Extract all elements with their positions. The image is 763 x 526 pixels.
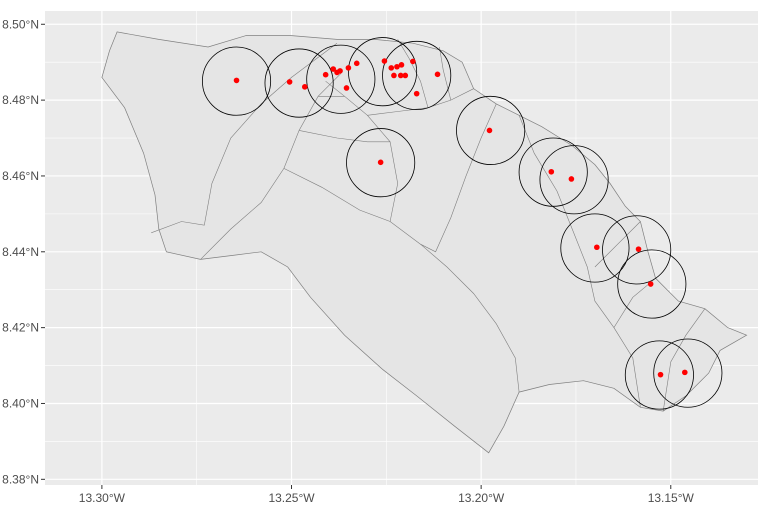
site-point <box>286 79 293 85</box>
buffer-circle <box>602 215 672 285</box>
buffer-circle <box>348 37 418 107</box>
site-point <box>568 176 575 182</box>
buffer-circle <box>456 95 526 165</box>
buffer-circles <box>201 37 723 410</box>
buffer-circle <box>560 213 630 283</box>
site-point <box>330 66 337 72</box>
site-point <box>548 168 555 175</box>
site-point <box>301 84 308 90</box>
site-points <box>233 58 688 378</box>
district-boundary <box>420 103 497 253</box>
y-tick-label: 8.40°N <box>2 396 39 410</box>
x-tick-label: 13.20°W <box>458 491 505 505</box>
site-point <box>657 371 664 378</box>
site-point <box>398 62 405 68</box>
y-tick-label: 8.42°N <box>2 321 39 335</box>
site-point <box>413 90 420 97</box>
y-tick-label: 8.46°N <box>2 169 39 183</box>
buffer-circle <box>539 145 609 215</box>
district-boundary <box>594 221 641 268</box>
district-boundary <box>518 115 641 408</box>
site-point <box>337 68 343 74</box>
buffer-circle <box>382 40 452 110</box>
site-point <box>233 77 240 84</box>
site-point <box>402 72 409 79</box>
x-tick-label: 13.15°W <box>648 491 695 505</box>
site-point <box>391 72 397 79</box>
buffer-circle <box>617 249 687 319</box>
x-tick-label: 13.25°W <box>268 491 315 505</box>
buffer-circle <box>346 128 416 198</box>
district-boundary <box>151 42 338 234</box>
site-point <box>343 85 350 91</box>
site-point <box>388 65 395 71</box>
district-boundary <box>283 168 520 393</box>
study-area-outline <box>101 31 748 454</box>
site-point <box>322 71 329 78</box>
buffer-circle <box>653 338 723 408</box>
district-boundary <box>439 46 452 101</box>
site-point <box>635 246 642 252</box>
site-point <box>345 65 352 71</box>
district-boundary <box>397 39 429 108</box>
y-tick-label: 8.38°N <box>2 472 39 486</box>
site-point <box>377 159 384 166</box>
site-point <box>353 60 360 67</box>
x-tick-label: 13.30°W <box>79 491 126 505</box>
site-point <box>394 63 400 70</box>
axes: 13.30°W 13.25°W 13.20°W 13.15°W 8.38°N 8.40°N… <box>2 17 694 505</box>
y-tick-label: 8.48°N <box>2 93 39 107</box>
site-point <box>647 281 654 287</box>
site-point <box>486 127 493 134</box>
district-boundary <box>662 308 706 412</box>
site-point <box>594 244 600 251</box>
site-point <box>381 58 388 64</box>
buffer-circle <box>201 46 272 116</box>
buffer-circle <box>306 44 376 114</box>
site-point <box>682 369 688 376</box>
site-point <box>434 71 441 78</box>
district-polygons <box>101 31 748 454</box>
site-point <box>410 58 416 65</box>
buffer-circle <box>624 340 694 410</box>
district-boundary <box>299 130 391 143</box>
y-tick-label: 8.50°N <box>2 17 39 31</box>
site-point <box>397 72 404 79</box>
buffer-circle <box>264 48 334 118</box>
y-tick-label: 8.44°N <box>2 245 39 259</box>
